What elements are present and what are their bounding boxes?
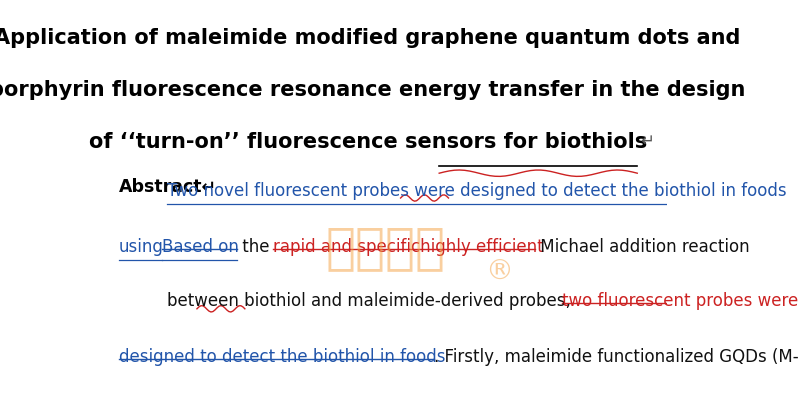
Text: 无憂润色: 无憂润色	[326, 224, 446, 272]
Text: ®: ®	[486, 258, 514, 286]
Text: designed to detect the biothiol in foods: designed to detect the biothiol in foods	[119, 348, 446, 366]
Text: between biothiol and maleimide-derived probes,: between biothiol and maleimide-derived p…	[167, 292, 576, 310]
Text: porphyrin fluorescence resonance energy transfer in the design: porphyrin fluorescence resonance energy …	[0, 80, 746, 100]
Text: ↵: ↵	[640, 132, 654, 150]
Text: of ‘‘turn-on’’ fluorescence sensors for biothiols: of ‘‘turn-on’’ fluorescence sensors for …	[89, 132, 646, 152]
Text: Based on: Based on	[162, 238, 239, 256]
Text: the: the	[237, 238, 274, 256]
Text: . Firstly, maleimide functionalized GQDs (M-: . Firstly, maleimide functionalized GQDs…	[434, 348, 799, 366]
Text: two fluorescent probes were: two fluorescent probes were	[562, 292, 800, 310]
Text: Two novel fluorescent probes were designed to detect the biothiol in foods: Two novel fluorescent probes were design…	[167, 182, 792, 200]
Text: rapid and specifichighly efficient: rapid and specifichighly efficient	[273, 238, 544, 256]
Text: Application of maleimide modified graphene quantum dots and: Application of maleimide modified graphe…	[0, 28, 741, 48]
Text: Abstract↵: Abstract↵	[119, 178, 217, 196]
Text: using: using	[119, 238, 164, 256]
Text: Michael addition reaction: Michael addition reaction	[534, 238, 749, 256]
